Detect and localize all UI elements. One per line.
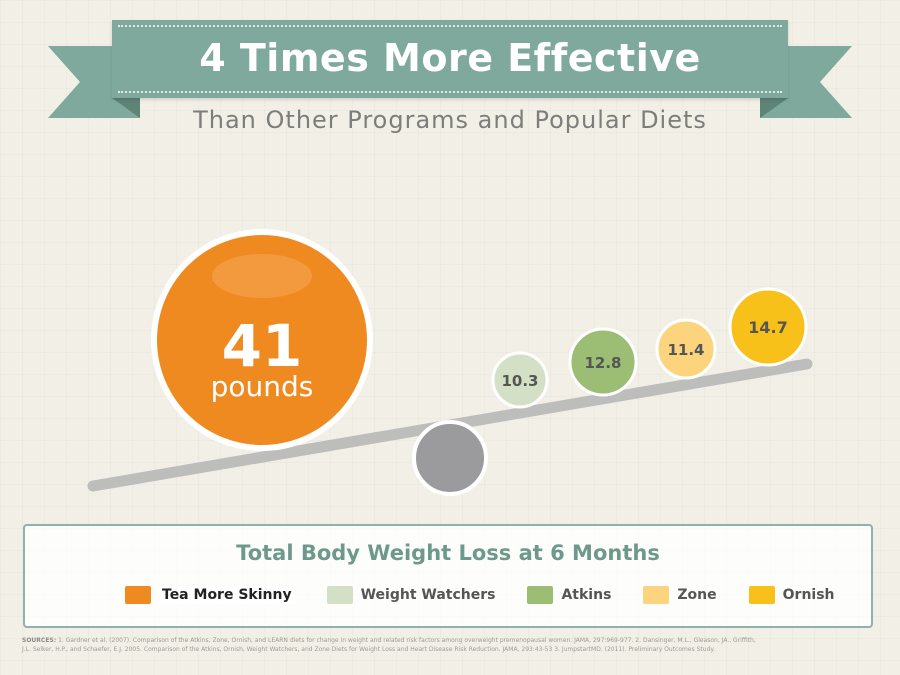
bubble-weight-watchers: 10.3: [491, 351, 549, 409]
legend-item-tea-more-skinny: Tea More Skinny: [125, 586, 295, 604]
bubble-mark-zone: [655, 318, 717, 380]
legend-item-atkins: Atkins: [527, 586, 611, 604]
banner-stitching: [118, 25, 782, 93]
bubble-mark-ornish: [728, 287, 808, 367]
seesaw-bubble-chart: 41 pounds 10.3 12.8 11.4 14.7: [87, 229, 813, 496]
legend-label: Weight Watchers: [360, 587, 496, 603]
bubble-tea-more-skinny: 41 pounds: [151, 229, 373, 451]
title-banner: 4 Times More Effective: [112, 20, 788, 98]
page-title: 4 Times More Effective: [199, 36, 701, 80]
legend-panel: Total Body Weight Loss at 6 Months Tea M…: [23, 524, 873, 628]
sources-line-1: 1. Gardner et al. (2007). Comparison of …: [58, 637, 756, 644]
legend-item-zone: Zone: [643, 586, 717, 604]
bubble-value-atkins: 12.8: [584, 354, 621, 372]
seesaw-fulcrum: [412, 420, 488, 496]
ribbon-fold-right: [760, 98, 788, 118]
ribbon-fold-left: [112, 98, 140, 118]
bubble-value-zone: 11.4: [667, 341, 704, 359]
legend-item-ornish: Ornish: [748, 586, 835, 604]
bubble-zone: 11.4: [655, 318, 717, 380]
legend-item-weight-watchers: Weight Watchers: [326, 586, 496, 604]
bubble-mark-atkins: [568, 327, 638, 397]
legend: Tea More Skinny Weight Watchers Atkins Z…: [125, 586, 867, 604]
legend-swatch: [748, 586, 775, 604]
bubble-highlight: [212, 254, 312, 298]
bubble-unit-label: pounds: [211, 370, 314, 403]
bubble-value-ornish: 14.7: [748, 318, 787, 337]
sources-line-2: J.L. Selker, H.P., and Schaefer, E.J. 20…: [22, 646, 715, 653]
bubble-mark-weight-watchers: [491, 351, 549, 409]
bubble-ornish: 14.7: [728, 287, 808, 367]
legend-swatch: [643, 586, 670, 604]
bubble-atkins: 12.8: [568, 327, 638, 397]
sources-footnote: SOURCES: 1. Gardner et al. (2007). Compa…: [22, 636, 880, 654]
legend-swatch: [125, 586, 151, 604]
legend-label: Ornish: [782, 587, 835, 603]
sources-label: SOURCES:: [22, 637, 57, 644]
legend-label: Zone: [677, 587, 717, 603]
bubble-value-weight-watchers: 10.3: [501, 372, 538, 390]
legend-swatch: [326, 586, 353, 604]
bubble-mark-tea-more-skinny: [151, 229, 373, 451]
legend-label: Tea More Skinny: [159, 586, 295, 604]
page-subtitle: Than Other Programs and Popular Diets: [193, 106, 707, 134]
bubble-value-tea-more-skinny: 41: [222, 312, 303, 380]
chart-title: Total Body Weight Loss at 6 Months: [236, 541, 660, 565]
legend-swatch: [527, 586, 554, 604]
legend-label: Atkins: [561, 587, 612, 603]
